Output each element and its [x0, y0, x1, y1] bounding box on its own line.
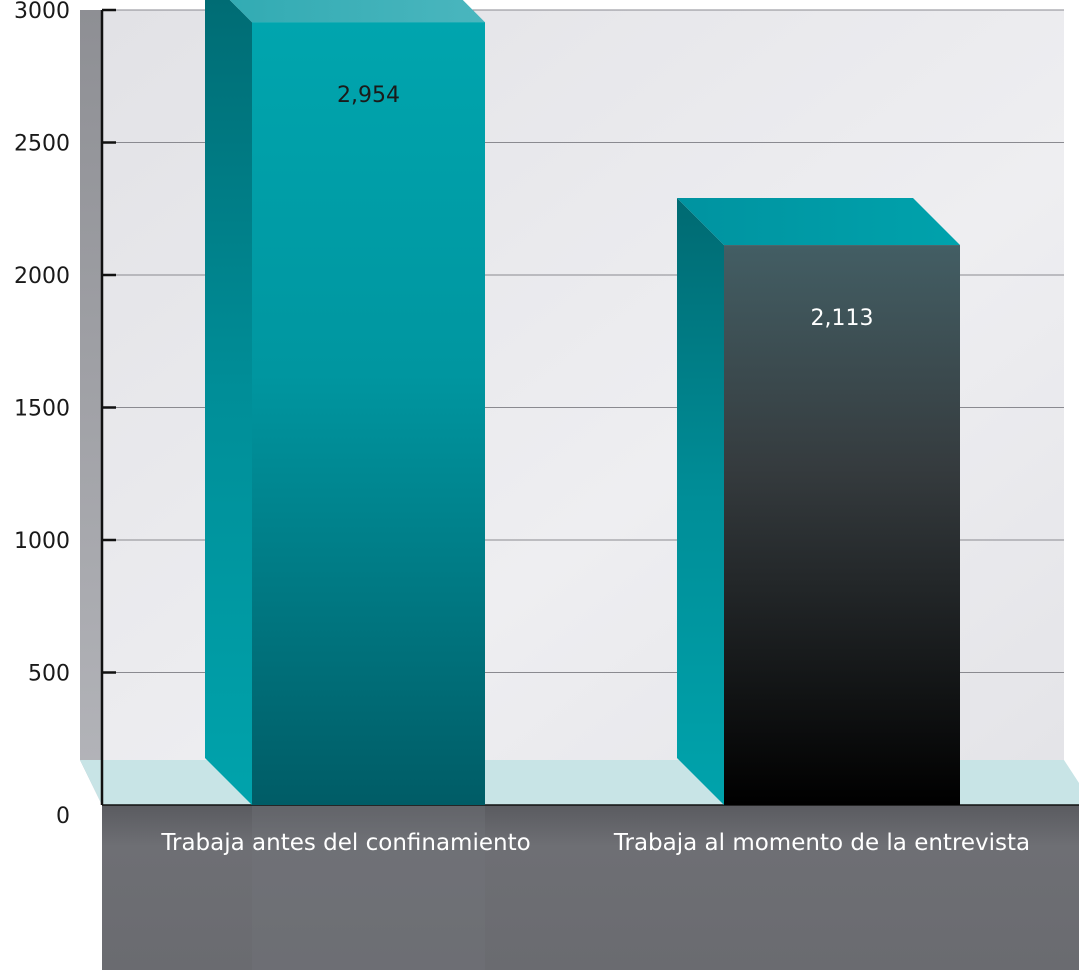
chart-left-wall: [80, 10, 102, 805]
y-tick-label: 2500: [14, 132, 70, 157]
bar-side: [677, 198, 724, 805]
data-label: 2,113: [811, 306, 874, 331]
bar: [252, 22, 485, 805]
y-axis-ticks: 0 500 1000 1500 2000 2500 3000: [14, 0, 116, 829]
y-tick-label: 2000: [14, 264, 70, 289]
x-tick-label: Trabaja antes del confinamiento: [160, 830, 530, 856]
bar-top: [677, 198, 960, 246]
y-tick-label: 3000: [14, 0, 70, 24]
bar-top: [229, 0, 485, 23]
bar: [724, 245, 960, 805]
bar-series: 2,954 2,113: [205, 0, 960, 805]
data-label: 2,954: [337, 83, 400, 108]
y-tick-label: 1500: [14, 397, 70, 422]
chart-floor-reflection: [252, 805, 485, 970]
chart-floor-front: [102, 805, 1079, 970]
y-tick-label: 500: [28, 662, 70, 687]
bar-side: [205, 0, 252, 805]
y-tick-label: 1000: [14, 529, 70, 554]
x-tick-label: Trabaja al momento de la entrevista: [613, 830, 1030, 856]
y-tick-label: 0: [56, 804, 70, 829]
